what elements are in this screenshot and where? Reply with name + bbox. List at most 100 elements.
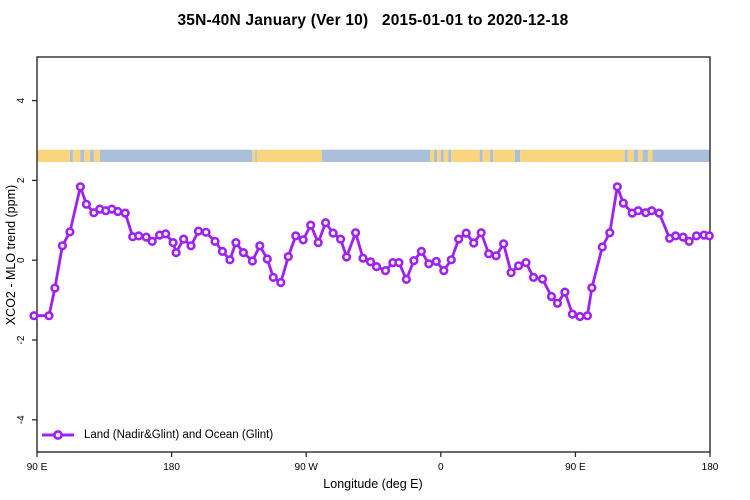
data-point-marker [394,258,404,268]
data-point-marker [276,277,286,288]
surface-band-segment-land [437,149,441,163]
plot-frame [36,56,711,453]
data-point-marker [618,198,628,208]
data-point-marker [217,246,227,256]
data-point-marker [57,241,68,251]
data-point-marker [587,283,597,293]
data-point-marker [446,255,456,265]
y-tick-label: -4 [16,415,27,424]
surface-band-segment-land [37,149,70,163]
surface-band-segment-land [493,149,515,163]
data-point-marker [546,291,557,302]
y-tick-label: 0 [16,257,27,263]
surface-band-segment-land [627,149,634,163]
data-point-marker [484,249,494,259]
data-point-marker [179,234,189,244]
data-point-marker [358,253,368,263]
surface-band-segment-land [482,149,491,163]
surface-band-segment-land [430,149,435,163]
surface-band-segment-land [256,149,322,163]
data-point-marker [597,242,607,252]
data-point-marker [567,309,578,319]
surface-band-segment-ocean [440,149,444,163]
data-point-marker [268,272,278,283]
data-point-marker [491,251,501,261]
surface-band-segment-ocean [434,149,438,163]
legend-open-circle-icon [42,430,74,440]
data-point-marker [247,256,257,266]
x-tick-label: 90 W [295,462,319,473]
x-tick-label: 180 [163,462,180,473]
data-point-marker [552,298,563,308]
surface-band-segment-ocean [69,149,73,163]
x-tick-label: 0 [438,462,444,473]
data-point-marker [409,256,419,266]
data-point-marker [461,228,471,238]
data-point-marker [201,227,211,237]
data-point-marker [193,226,204,236]
data-point-marker [134,231,144,241]
y-tick-label: 2 [16,177,27,183]
surface-band-segment-ocean [652,149,710,163]
surface-band-segment-ocean [448,149,452,163]
data-point-marker [283,252,293,262]
data-point-marker [29,311,39,321]
data-point-marker [506,268,516,278]
surface-band-segment-land [443,149,449,163]
data-point-marker [365,257,376,267]
x-axis-title: Longitude (deg E) [323,477,423,491]
data-point-marker [120,208,130,218]
data-point-marker [560,287,570,297]
surface-band-segment-ocean [479,149,483,163]
series-line [32,185,711,318]
data-point-marker [528,272,539,283]
surface-band-segment-land [520,149,625,163]
data-point-marker [171,248,181,258]
data-point-marker [113,206,123,217]
data-point-marker [439,266,449,276]
data-point-marker [168,238,178,248]
data-point-marker [499,239,509,249]
data-point-marker [476,228,486,238]
legend-label: Land (Nadir&Glint) and Ocean (Glint) [84,429,274,441]
data-point-marker [75,182,85,192]
data-point-marker [431,256,441,267]
data-point-marker [50,283,60,293]
surface-band-segment-land [252,149,256,163]
data-point-marker [704,231,714,241]
data-point-marker [416,246,427,256]
data-point-marker [141,232,151,242]
surface-band-segment-land [638,149,643,163]
surface-band-segment-ocean [624,149,628,163]
data-point-marker [605,228,615,238]
surface-band-segment-land [84,149,91,163]
data-point-marker [537,274,548,284]
data-point-marker [454,234,464,244]
data-point-marker [575,311,585,322]
data-point-marker [351,228,361,238]
data-point-marker [231,238,241,248]
data-point-marker [684,236,694,246]
data-point-marker [469,238,479,248]
surface-band-segment-ocean [80,149,85,163]
data-point-marker [670,231,681,241]
data-point-marker [238,248,248,258]
data-point-marker [328,228,338,238]
data-point-marker [342,252,352,262]
data-point-marker [424,259,434,269]
surface-band-segment-ocean [642,149,648,163]
data-point-marker [210,236,220,246]
data-point-marker [313,238,323,248]
data-point-marker [521,258,531,268]
x-tick-label: 90 E [565,462,586,473]
data-point-marker [262,254,272,264]
x-tick-label: 90 E [27,462,48,473]
surface-band-segment-ocean [99,149,253,163]
surface-band-segment-ocean [321,149,431,163]
chart-title: 35N-40N January (Ver 10) 2015-01-01 to 2… [177,12,569,29]
surface-band-segment-ocean [633,149,639,163]
data-point-marker [255,241,265,251]
surface-band-segment-ocean [514,149,521,163]
